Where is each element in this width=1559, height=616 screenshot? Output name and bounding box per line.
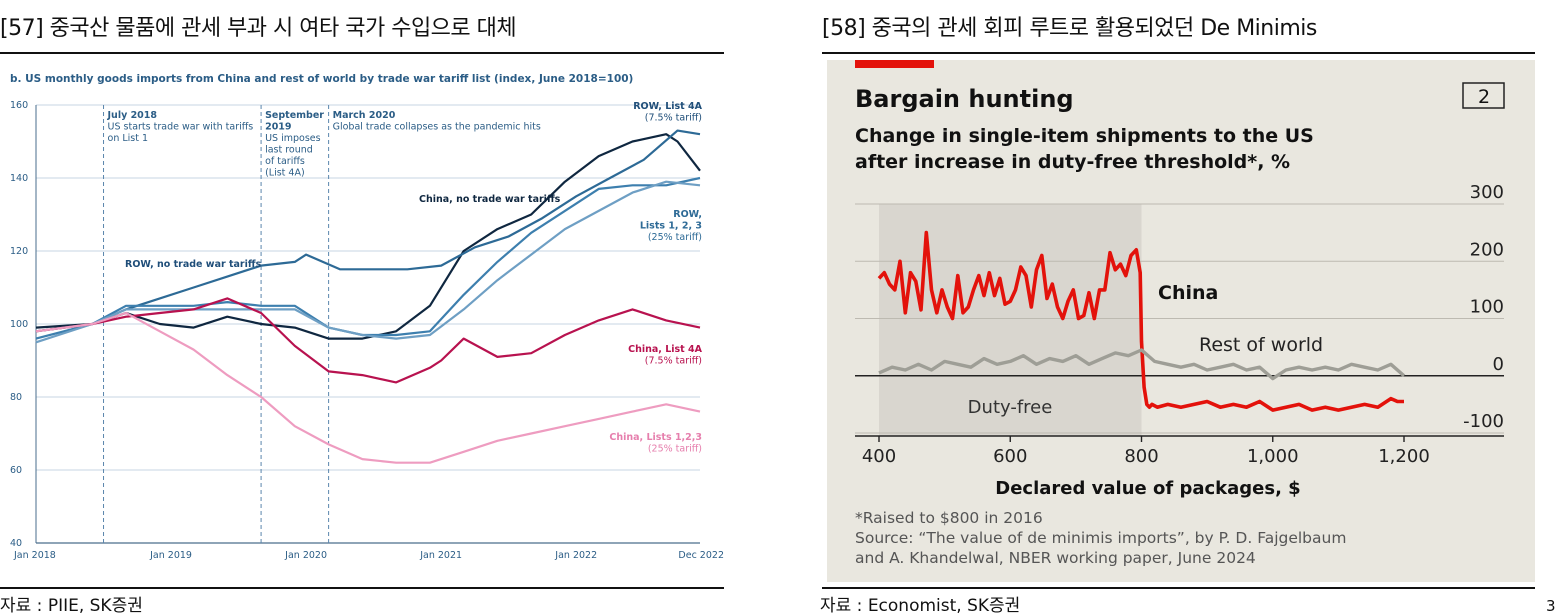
- x-tick-label: Jan 2018: [13, 550, 56, 561]
- y-tick-label: 60: [10, 465, 22, 476]
- series-label: China, no trade war tariffs: [419, 194, 561, 205]
- x-tick-label: 1,200: [1378, 446, 1430, 467]
- x-tick-label: Jan 2020: [284, 550, 327, 561]
- x-tick-label: 400: [862, 446, 896, 467]
- series-line: [35, 176, 701, 340]
- y-tick-label: 160: [10, 100, 28, 111]
- x-tick-label: Dec 2022: [678, 550, 724, 561]
- chart-footnote: Source: “The value of de minimis imports…: [855, 529, 1346, 547]
- chart-title: b. US monthly goods imports from China a…: [10, 73, 633, 85]
- left-figure-heading: [57] 중국산 물품에 관세 부과 시 여타 국가 수입으로 대체: [0, 16, 517, 41]
- economist-red-tag: [855, 60, 934, 68]
- left-source-note: 자료 : PIIE, SK증권: [0, 596, 143, 616]
- series-line: [35, 180, 701, 344]
- event-annotation: of tariffs: [265, 156, 305, 167]
- x-axis-title: Declared value of packages, $: [995, 478, 1300, 499]
- event-annotation: September: [265, 110, 324, 121]
- chart-title: Bargain hunting: [855, 85, 1074, 113]
- left-footer-rule: [0, 587, 724, 589]
- series-label: (7.5% tariff): [645, 113, 702, 124]
- series-label: (25% tariff): [648, 444, 702, 455]
- y-tick-label: 80: [10, 392, 22, 403]
- chart-footnote: *Raised to $800 in 2016: [855, 509, 1043, 527]
- event-annotation: Global trade collapses as the pandemic h…: [333, 122, 541, 133]
- x-tick-label: Jan 2019: [149, 550, 192, 561]
- chart-subtitle: Change in single-item shipments to the U…: [855, 125, 1314, 147]
- series-line: [35, 129, 701, 333]
- y-tick-label: 100: [1470, 297, 1504, 318]
- series-label-rest-of-world: Rest of world: [1199, 334, 1323, 356]
- right-footer-rule: [822, 587, 1535, 589]
- right-heading-rule: [822, 52, 1535, 54]
- left-chart: b. US monthly goods imports from China a…: [10, 73, 724, 561]
- series-label: (25% tariff): [648, 232, 702, 243]
- event-annotation: on List 1: [108, 133, 149, 144]
- x-tick-label: 800: [1124, 446, 1158, 467]
- series-line: [35, 297, 701, 384]
- event-annotation: US starts trade war with tariffs: [108, 122, 254, 133]
- series-line: [35, 311, 701, 464]
- series-label: (7.5% tariff): [645, 356, 702, 367]
- right-source-note: 자료 : Economist, SK증권: [820, 596, 1021, 616]
- x-tick-label: 600: [993, 446, 1027, 467]
- x-tick-label: Jan 2022: [554, 550, 597, 561]
- series-label: China, Lists 1,2,3: [609, 432, 702, 443]
- y-tick-label: 120: [10, 246, 28, 257]
- chart-footnote: and A. Khandelwal, NBER working paper, J…: [855, 549, 1256, 567]
- series-label: ROW,: [673, 209, 702, 220]
- series-line: [878, 348, 1406, 381]
- right-chart: Bargain hunting 2 Change in single-item sh…: [827, 60, 1535, 582]
- y-tick-label: 300: [1470, 182, 1504, 203]
- series-label: ROW, List 4A: [633, 101, 702, 112]
- chart-badge-box: [1462, 82, 1505, 109]
- duty-free-region: [879, 204, 1142, 436]
- series-line: [35, 133, 701, 340]
- chart-badge: 2: [1478, 86, 1490, 108]
- right-figure-heading: [58] 중국의 관세 회피 루트로 활용되었던 De Minimis: [822, 16, 1317, 41]
- x-tick-label: 1,000: [1247, 446, 1299, 467]
- x-tick-label: Jan 2021: [419, 550, 462, 561]
- series-line: [877, 230, 1404, 412]
- event-annotation: 2019: [265, 122, 291, 133]
- page-number: 3: [1546, 597, 1556, 615]
- event-annotation: July 2018: [107, 110, 158, 121]
- series-label: ROW, no trade war tariffs: [125, 259, 262, 270]
- y-tick-label: 140: [10, 173, 28, 184]
- y-tick-label: 40: [10, 538, 22, 549]
- event-annotation: last round: [265, 145, 313, 156]
- y-tick-label: 0: [1493, 354, 1504, 375]
- left-heading-rule: [0, 52, 724, 54]
- duty-free-label: Duty-free: [968, 397, 1053, 418]
- chart-subtitle: after increase in duty-free threshold*, …: [855, 151, 1290, 173]
- y-tick-label: 100: [10, 319, 28, 330]
- y-tick-label: 200: [1470, 239, 1504, 260]
- event-annotation: US imposes: [265, 133, 321, 144]
- y-tick-label: -100: [1463, 411, 1504, 432]
- series-label: Lists 1, 2, 3: [640, 221, 702, 232]
- event-annotation: March 2020: [333, 110, 396, 121]
- series-label-china: China: [1158, 282, 1218, 304]
- event-annotation: (List 4A): [265, 168, 305, 179]
- series-label: China, List 4A: [628, 344, 703, 355]
